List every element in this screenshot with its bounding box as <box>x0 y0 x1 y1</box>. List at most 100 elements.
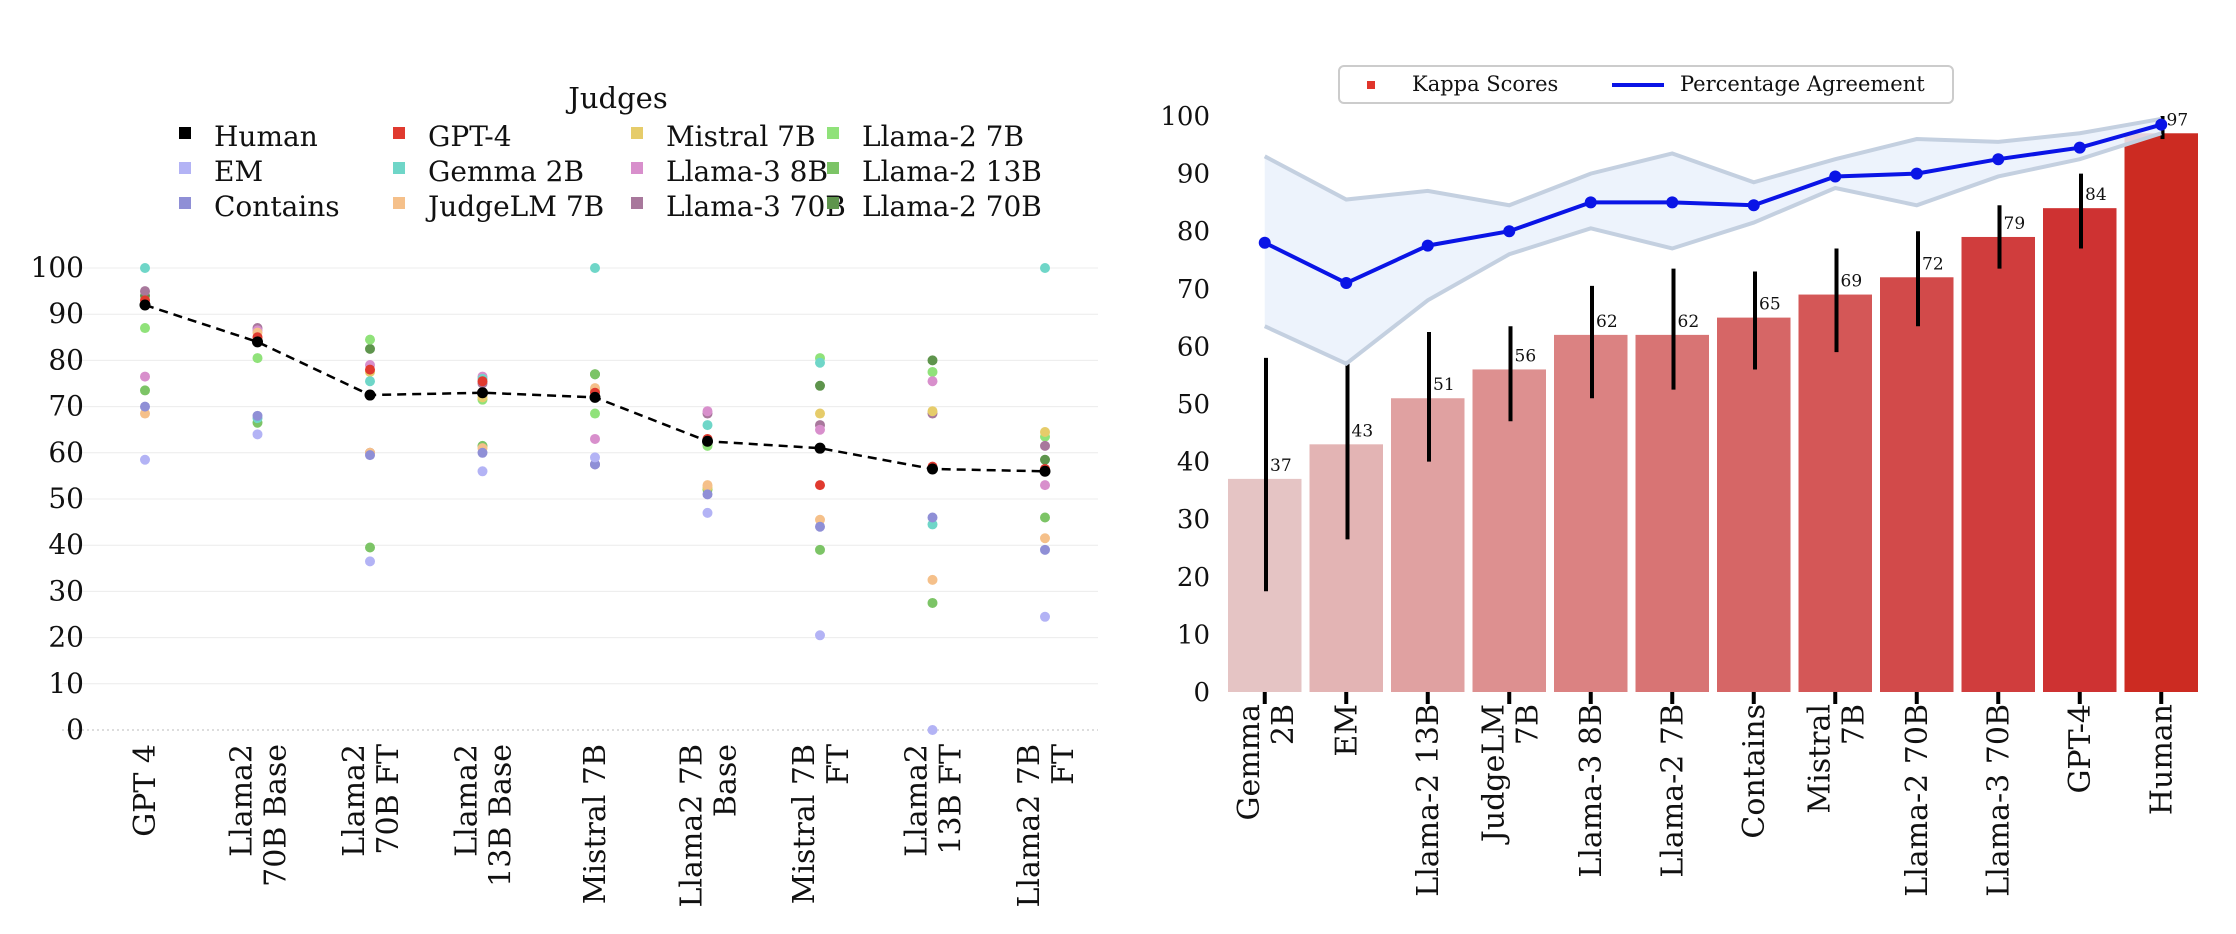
left-point-em-0 <box>140 454 150 465</box>
left-point-llama-2-70b-6 <box>815 380 825 391</box>
left-x-tick-llama2-13b-ft: Llama213B FT <box>900 744 969 857</box>
left-y-ticks: 0 10 20 30 40 50 60 70 80 90 100 <box>31 251 84 746</box>
right-y-tick-80: 80 <box>1177 217 1210 247</box>
left-x-tick-line: Llama2 <box>450 744 485 857</box>
left-point-human-0 <box>139 299 151 311</box>
left-legend-label-mistral-7b: Mistral 7B <box>666 120 816 153</box>
left-legend-marker-em <box>179 162 191 174</box>
right-x-tick-line: Llama-2 13B <box>1411 704 1446 897</box>
right-bar-value-label-9: 79 <box>2004 214 2026 234</box>
left-series-gemma-2b <box>140 263 1050 530</box>
right-x-tick-line: 2B <box>1266 704 1301 745</box>
right-x-tick-line: Llama-2 70B <box>1900 704 1935 897</box>
right-agreement-band <box>1258 116 2168 367</box>
right-legend-marker-kappa <box>1367 81 1375 89</box>
left-x-tick-label: Llama213B Base <box>450 744 519 887</box>
right-x-tick-line: Llama-3 8B <box>1574 704 1609 878</box>
right-x-tick-contains: Contains <box>1737 704 1772 839</box>
right-x-tick-label: Gemma2B <box>1232 704 1301 821</box>
right-bar-contains <box>1717 317 1791 692</box>
right-x-tick-mistral-7b: Mistral7B <box>1802 704 1871 814</box>
right-x-tick-labels: Gemma2B EM Llama-2 13B JudgeLM7B Llama-3 8B L… <box>1232 692 2179 897</box>
left-point-llama-3-8b-8 <box>1040 480 1050 491</box>
left-point-human-8 <box>1039 465 1051 477</box>
right-agreement-band-fill <box>1264 118 2162 364</box>
left-point-gemma-2b-5 <box>702 420 713 431</box>
left-legend-marker-judgelm-7b <box>393 197 405 209</box>
left-legend-label-contains: Contains <box>214 190 340 223</box>
right-bar-chart: 0 10 20 30 40 50 60 70 80 90 100 37 43 51 56 62 62 65 69 7… <box>1160 65 2198 897</box>
left-x-tick-line: GPT 4 <box>128 744 163 837</box>
left-legend-label-em: EM <box>214 155 263 188</box>
right-y-ticks: 0 10 20 30 40 50 60 70 80 90 100 <box>1160 102 1210 708</box>
right-bar-value-label-3: 56 <box>1515 346 1537 366</box>
left-point-judgelm-7b-0 <box>140 408 150 419</box>
left-legend-marker-llama-2-70b <box>827 197 839 209</box>
left-series-human <box>139 299 1051 477</box>
right-agreement-line <box>1263 122 2162 286</box>
right-bars: 37 43 51 56 62 62 65 69 72 79 84 97 <box>1228 110 2198 692</box>
left-x-tick-llama2-70b-ft: Llama270B FT <box>337 744 406 857</box>
left-y-tick-30: 30 <box>48 574 84 607</box>
left-point-llama-2-70b-7 <box>927 355 938 366</box>
right-bar-value-label-6: 65 <box>1759 295 1781 315</box>
left-point-llama-2-7b-0 <box>140 323 150 334</box>
left-point-gpt-4-3 <box>477 376 488 387</box>
left-y-tick-40: 40 <box>48 528 84 561</box>
right-x-tick-em: EM <box>1329 704 1364 757</box>
left-point-llama-2-7b-1 <box>252 353 263 364</box>
left-x-tick-line: Base <box>709 744 744 817</box>
left-point-human-1 <box>252 336 263 348</box>
left-point-llama-2-13b-0 <box>140 385 150 396</box>
left-y-tick-90: 90 <box>48 297 84 330</box>
left-x-tick-mistral-7b-ft: Mistral 7BFT <box>787 744 856 904</box>
left-legend-marker-gpt-4 <box>393 127 405 139</box>
left-legend-label-judgelm-7b: JudgeLM 7B <box>425 190 604 223</box>
right-agreement-point-4 <box>1584 196 1597 209</box>
left-point-contains-2 <box>365 450 375 461</box>
right-y-tick-100: 100 <box>1160 102 1210 132</box>
left-point-llama-2-70b-2 <box>365 343 375 354</box>
right-y-tick-60: 60 <box>1177 332 1210 362</box>
left-point-llama-2-13b-8 <box>1040 512 1050 523</box>
right-agreement-band-upper <box>1263 116 2162 208</box>
right-x-tick-line: Llama-2 7B <box>1655 704 1690 878</box>
left-point-llama-2-13b-4 <box>590 369 600 380</box>
right-bar-value-label-10: 84 <box>2085 185 2107 205</box>
left-x-tick-line: 13B FT <box>934 744 969 855</box>
left-plot-marks <box>139 263 1051 735</box>
left-point-human-3 <box>477 387 488 399</box>
left-point-llama-3-70b-0 <box>140 286 150 297</box>
left-point-em-5 <box>702 507 713 518</box>
right-x-tick-llama-3-70b: Llama-3 70B <box>1981 704 2016 897</box>
right-y-tick-40: 40 <box>1177 448 1210 478</box>
right-bar-value-label-1: 43 <box>1352 421 1374 441</box>
left-x-tick-line: 13B Base <box>484 744 519 887</box>
right-agreement-point-2 <box>1421 239 1434 252</box>
left-legend-title: Judges <box>565 81 667 115</box>
left-y-tick-50: 50 <box>48 482 84 515</box>
left-x-tick-label: Llama213B FT <box>900 744 969 857</box>
right-bar-gpt-4 <box>2043 208 2117 692</box>
left-point-mistral-7b-7 <box>927 406 938 417</box>
left-point-gemma-2b-0 <box>140 263 150 273</box>
right-bar-value-label-7: 69 <box>1841 272 1863 292</box>
left-legend-label-llama-3-8b: Llama-3 8B <box>666 155 828 188</box>
left-point-llama-3-8b-0 <box>140 371 150 382</box>
left-point-gemma-2b-8 <box>1040 263 1050 273</box>
right-x-tick-label: GPT-4 <box>2063 704 2098 794</box>
right-x-tick-line: Gemma <box>1232 704 1267 821</box>
right-x-tick-gemma-2b: Gemma2B <box>1232 704 1301 821</box>
right-agreement-point-1 <box>1340 277 1353 290</box>
right-x-tick-label: Llama-3 8B <box>1574 704 1609 878</box>
left-x-tick-llama2-70b-base: Llama270B Base <box>225 744 294 887</box>
left-x-tick-llama2-7b-base: Llama2 7BBase <box>675 744 744 908</box>
left-point-human-4 <box>589 391 601 403</box>
right-y-tick-70: 70 <box>1177 275 1210 305</box>
left-point-llama-2-13b-2 <box>365 542 375 553</box>
right-x-tick-line: Contains <box>1737 704 1772 839</box>
left-point-mistral-7b-8 <box>1040 427 1050 438</box>
left-point-contains-5 <box>702 489 713 500</box>
